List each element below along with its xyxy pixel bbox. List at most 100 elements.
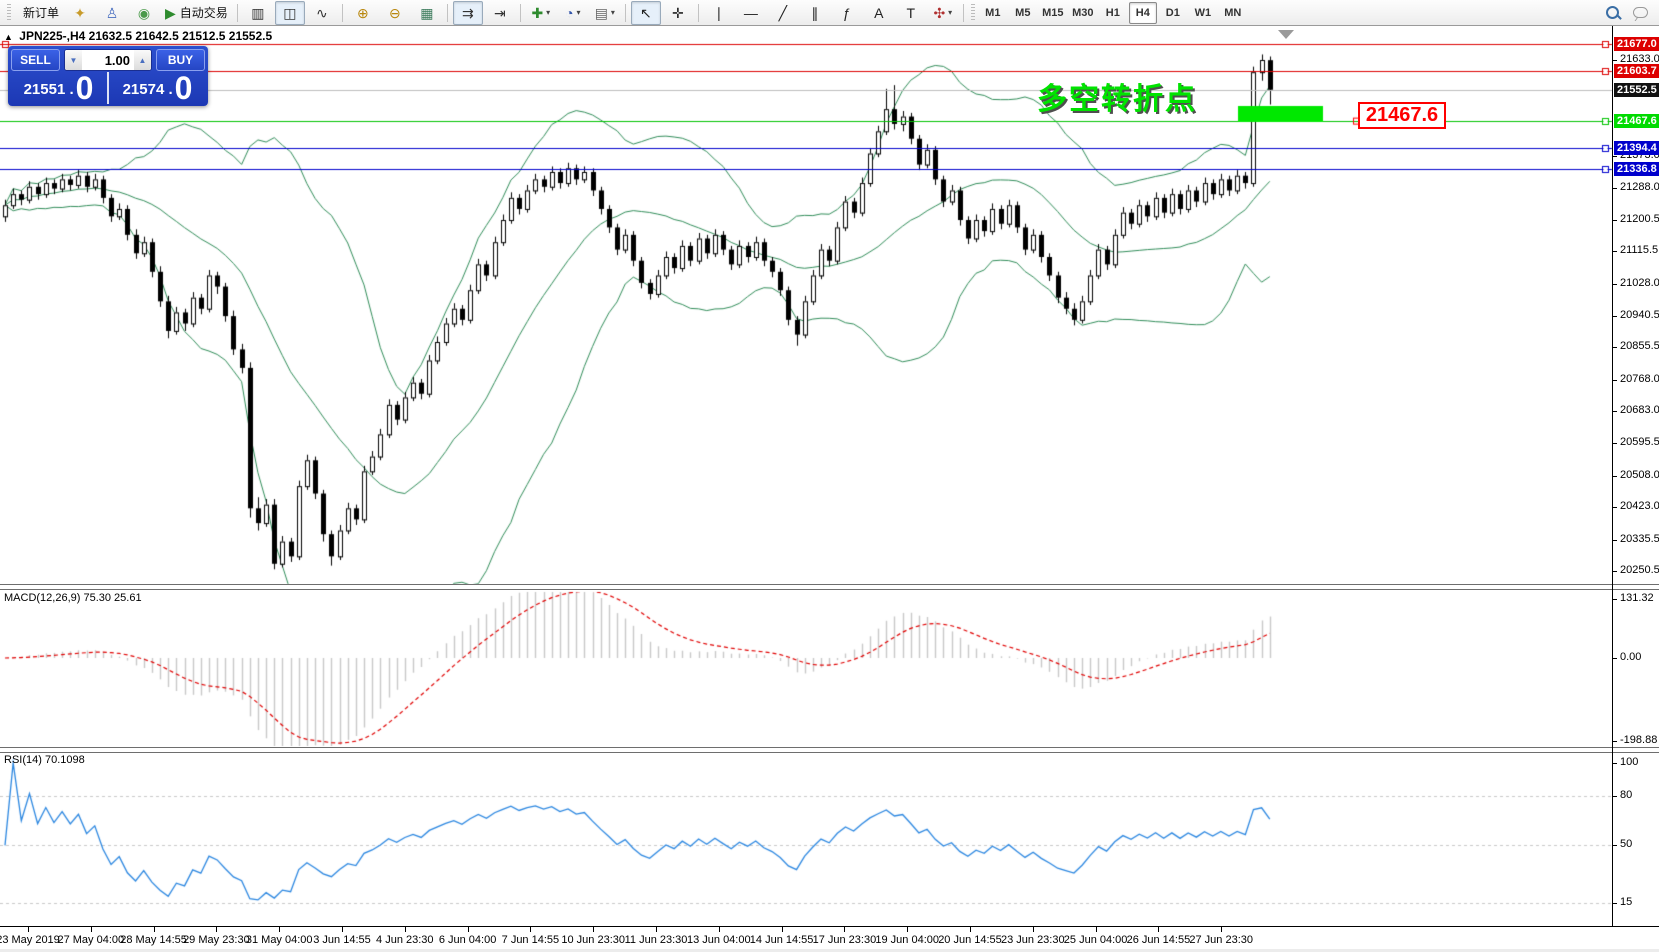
bar-chart-icon[interactable]: ▥ [243, 1, 273, 25]
megaphone-icon[interactable]: ✦ [65, 1, 95, 25]
auto-trading-button[interactable]: ▶ 自动交易 [161, 1, 232, 25]
templates-button[interactable]: ▤ ▾ [590, 1, 620, 25]
time-tick-mark [907, 927, 909, 932]
rsi-pane-separator[interactable] [0, 747, 1659, 753]
macd-indicator-label: MACD(12,26,9) 75.30 25.61 [4, 592, 142, 604]
time-axis[interactable]: 23 May 2019 27 May 04:00 28 May 14:55 29 Ma… [0, 927, 1659, 952]
candlestick-icon[interactable]: ◫ [274, 0, 305, 25]
text-label-icon-glyph: T [906, 4, 916, 21]
timeframe-button-m5[interactable]: M5 [1015, 6, 1031, 19]
fibonacci-icon-glyph: ƒ [842, 4, 851, 21]
trendline-icon-glyph: ╱ [778, 4, 788, 21]
buy-button[interactable]: BUY [156, 49, 205, 71]
time-axis-label: 13 Jun 04:00 [686, 934, 751, 946]
fibonacci-icon[interactable]: ƒ [832, 1, 862, 25]
price-tick-mark [1613, 507, 1617, 509]
text-label-icon[interactable]: T [896, 1, 926, 25]
volume-increase-button[interactable]: ▲ [134, 50, 151, 70]
buy-price-display[interactable]: 21574 . 0 [110, 72, 205, 104]
chevron-down-icon: ▾ [610, 8, 615, 17]
chart-shift-icon[interactable]: ⇥ [485, 1, 515, 25]
time-axis-label: 28 May 14:55 [120, 934, 187, 946]
macd-tick-mark [1613, 741, 1617, 742]
sell-price-display[interactable]: 21551 . 0 [11, 72, 106, 104]
crosshair-icon[interactable]: ✛ [663, 1, 693, 25]
toolbar-right [1599, 3, 1655, 23]
timeframe-button-mn[interactable]: MN [1224, 6, 1242, 19]
time-tick-mark [781, 927, 783, 932]
arrows-icon-glyph: ✣ [933, 4, 946, 21]
price-tick-mark [1613, 60, 1617, 61]
rsi-axis-label: 15 [1620, 895, 1633, 908]
text-icon[interactable]: A [864, 1, 894, 25]
volume-value[interactable]: 1.00 [104, 52, 130, 68]
new-order-button[interactable]: 新订单 [15, 1, 63, 25]
zoom-in-icon[interactable]: ⊕ [348, 1, 378, 25]
time-tick-mark [970, 927, 971, 932]
trendline-icon[interactable]: ╱ [768, 1, 798, 25]
timeframe-button-m1[interactable]: M1 [985, 6, 1001, 19]
buy-price-main: 21574 . [122, 81, 173, 98]
price-level-flag: 21552.5 [1614, 82, 1659, 97]
equidistant-channel-icon[interactable]: ∥ [800, 1, 830, 25]
volume-decrease-button[interactable]: ▼ [65, 50, 82, 70]
signals-icon[interactable]: ◉ [129, 1, 159, 25]
tile-windows-icon-glyph: ▦ [420, 4, 434, 21]
horizontal-line-icon[interactable]: ― [736, 1, 766, 25]
bar-chart-icon-glyph: ▥ [251, 4, 265, 21]
periods-button[interactable]: ◔ ▾ [558, 1, 588, 25]
tile-windows-icon[interactable]: ▦ [412, 1, 442, 25]
symbol-ohlc: 21632.5 21642.5 21512.5 21552.5 [88, 29, 273, 43]
cursor-button-glyph: ↖ [639, 4, 652, 21]
time-axis-line [0, 926, 1659, 927]
rsi-axis-label: 80 [1620, 788, 1633, 801]
vertical-line-icon[interactable]: ∣ [704, 1, 734, 25]
symbol-collapse-icon[interactable]: ▲ [4, 32, 13, 42]
line-chart-icon[interactable]: ∿ [307, 1, 337, 25]
turning-point-annotation[interactable]: 多空转折点 [1037, 83, 1197, 116]
price-callout-label[interactable]: 21467.6 [1358, 102, 1446, 129]
toolbar-grip [7, 3, 11, 22]
timeframe-button-w1[interactable]: W1 [1194, 6, 1212, 19]
price-level-flag: 21467.6 [1614, 114, 1659, 129]
time-axis-label: 11 Jun 23:30 [624, 934, 688, 946]
price-tick-label: 21633.0 [1620, 53, 1659, 65]
price-level-flag: 21336.8 [1614, 162, 1659, 177]
price-tick-mark [1613, 475, 1617, 477]
time-axis-label: 6 Jun 04:00 [438, 934, 497, 946]
buy-price-pip: 0 [174, 70, 193, 106]
price-axis-line [1612, 26, 1613, 926]
price-axis[interactable]: 21633.021373.021288.021200.521115.521028… [1613, 26, 1659, 926]
price-tick-mark [1613, 219, 1617, 221]
auto-scroll-icon[interactable]: ⇉ [452, 0, 483, 25]
indicators-button[interactable]: ✚ ▾ [526, 1, 556, 25]
zoom-out-icon[interactable]: ⊖ [380, 1, 410, 25]
price-tick-label: 21115.5 [1620, 244, 1659, 257]
price-tick-mark [1613, 411, 1617, 413]
megaphone-icon-glyph: ✦ [74, 4, 86, 21]
timeframe-button-h1[interactable]: H1 [1105, 6, 1120, 19]
toolbar-grip [970, 3, 975, 22]
time-axis-label: 29 May 23:30 [183, 934, 250, 946]
chat-icon[interactable] [1631, 3, 1651, 23]
time-axis-label: 19 Jun 04:00 [875, 934, 939, 946]
zoom-in-icon-glyph: ⊕ [356, 4, 369, 21]
price-tick-mark [1613, 315, 1617, 317]
time-axis-label: 23 May 2019 [0, 934, 60, 946]
timeframe-button-m15[interactable]: M15 [1042, 6, 1064, 19]
timeframe-button-h4[interactable]: H4 [1128, 1, 1157, 24]
arrows-icon[interactable]: ✣ ▾ [928, 1, 958, 25]
time-tick-mark [1221, 927, 1223, 932]
equidistant-channel-icon-glyph: ∥ [811, 4, 819, 21]
search-icon[interactable] [1603, 3, 1623, 23]
candlestick-icon-glyph: ◫ [283, 4, 297, 21]
macd-pane-separator[interactable] [0, 584, 1659, 590]
timeframe-button-d1[interactable]: D1 [1165, 6, 1180, 19]
time-tick-mark [279, 927, 281, 932]
cursor-button[interactable]: ↖ [630, 0, 661, 25]
sell-button[interactable]: SELL [11, 49, 60, 71]
macd-axis-label: -198.88 [1620, 734, 1658, 746]
timeframe-button-m30[interactable]: M30 [1072, 6, 1094, 19]
expert-advisors-icon[interactable]: ♙ [97, 1, 127, 25]
